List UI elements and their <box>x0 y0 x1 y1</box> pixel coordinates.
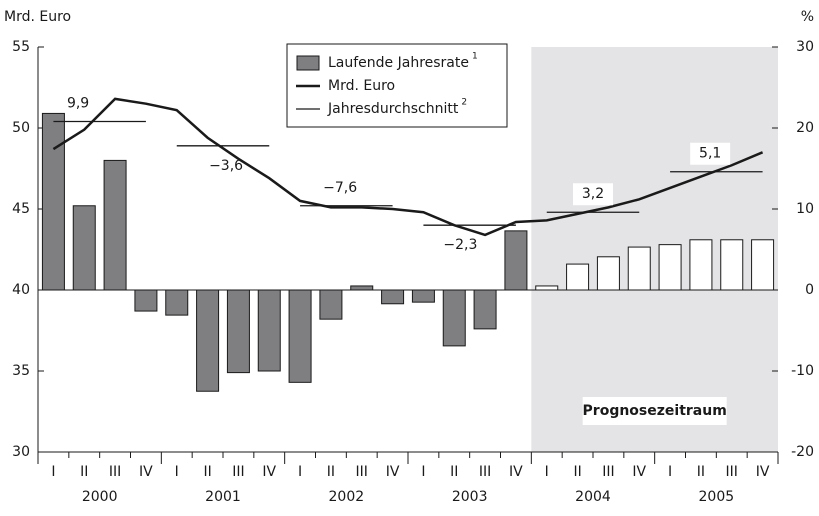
x-tick-label: III <box>726 464 738 480</box>
annotation: −2,3 <box>443 237 477 253</box>
bar <box>689 239 713 291</box>
bar <box>165 289 189 316</box>
forecast-label: Prognosezeitraum <box>583 403 727 419</box>
x-tick-label: I <box>668 464 672 480</box>
x-tick-label: IV <box>386 464 400 480</box>
x-tick-label: II <box>450 464 458 480</box>
y-axis-label: Mrd. Euro <box>4 9 71 25</box>
year-label: 2000 <box>82 489 118 505</box>
x-tick-label: I <box>421 464 425 480</box>
x-tick-label: III <box>232 464 244 480</box>
y2-tick-label: 30 <box>796 39 814 55</box>
annotation: −7,6 <box>323 180 357 196</box>
year-label: 2002 <box>329 489 365 505</box>
annotation: 9,9 <box>67 96 89 112</box>
bar <box>751 239 775 291</box>
bar <box>41 112 65 291</box>
legend-swatch <box>296 55 320 71</box>
bar <box>196 289 220 392</box>
x-tick-label: II <box>697 464 705 480</box>
x-tick-label: I <box>175 464 179 480</box>
x-tick-label: IV <box>632 464 646 480</box>
x-tick-label: IV <box>139 464 153 480</box>
year-label: 2005 <box>699 489 735 505</box>
bar <box>720 239 744 291</box>
annotation-box <box>573 183 613 206</box>
x-tick-label: II <box>203 464 211 480</box>
x-tick-label: I <box>51 464 55 480</box>
annotation: 3,2 <box>582 186 604 202</box>
x-tick-label: III <box>602 464 614 480</box>
x-tick-label: III <box>479 464 491 480</box>
bar <box>535 285 559 291</box>
bar <box>473 289 497 330</box>
bar <box>226 289 250 374</box>
y-tick-label: 55 <box>12 39 30 55</box>
x-tick-label: III <box>109 464 121 480</box>
y2-tick-label: 0 <box>805 282 814 298</box>
annotation: −3,6 <box>209 158 243 174</box>
bar <box>288 289 312 383</box>
legend-label: Mrd. Euro <box>328 78 395 94</box>
bar <box>596 256 620 291</box>
x-tick-label: IV <box>756 464 770 480</box>
bar <box>411 289 435 303</box>
bar <box>627 246 651 291</box>
x-tick-label: II <box>327 464 335 480</box>
x-tick-label: IV <box>509 464 523 480</box>
bar <box>319 289 343 320</box>
x-tick-label: II <box>573 464 581 480</box>
legend-label: Laufende Jahresrate <box>328 55 469 71</box>
bar <box>658 244 682 291</box>
y2-tick-label: -10 <box>791 363 814 379</box>
x-tick-label: IV <box>262 464 276 480</box>
x-tick-label: I <box>545 464 549 480</box>
y-tick-label: 50 <box>12 120 30 136</box>
bar <box>72 205 96 291</box>
annotation-box <box>690 142 731 165</box>
y-tick-label: 30 <box>12 444 30 460</box>
bar <box>442 289 466 347</box>
bar <box>504 230 528 291</box>
bar <box>257 289 281 372</box>
bar <box>381 289 405 305</box>
y-tick-label: 45 <box>12 201 30 217</box>
forecast-label-box <box>582 397 727 425</box>
y2-tick-label: 20 <box>796 120 814 136</box>
bar <box>103 159 127 291</box>
y-tick-label: 35 <box>12 363 30 379</box>
bar <box>566 263 590 291</box>
y2-tick-label: -20 <box>791 444 814 460</box>
annotation: 5,1 <box>699 146 721 162</box>
bar <box>134 289 158 312</box>
legend-box <box>286 43 508 128</box>
bar <box>350 285 374 291</box>
x-tick-label: I <box>298 464 302 480</box>
legend-footnote: 1 <box>472 52 478 62</box>
line <box>52 97 764 237</box>
x-tick-label: III <box>356 464 368 480</box>
legend-label: Jahresdurchschnitt <box>327 101 459 117</box>
legend-footnote: 2 <box>461 98 467 108</box>
y2-axis-label: % <box>801 9 814 25</box>
x-tick-label: II <box>80 464 88 480</box>
y-tick-label: 40 <box>12 282 30 298</box>
year-label: 2001 <box>205 489 241 505</box>
y2-tick-label: 10 <box>796 201 814 217</box>
year-label: 2003 <box>452 489 488 505</box>
year-label: 2004 <box>575 489 611 505</box>
